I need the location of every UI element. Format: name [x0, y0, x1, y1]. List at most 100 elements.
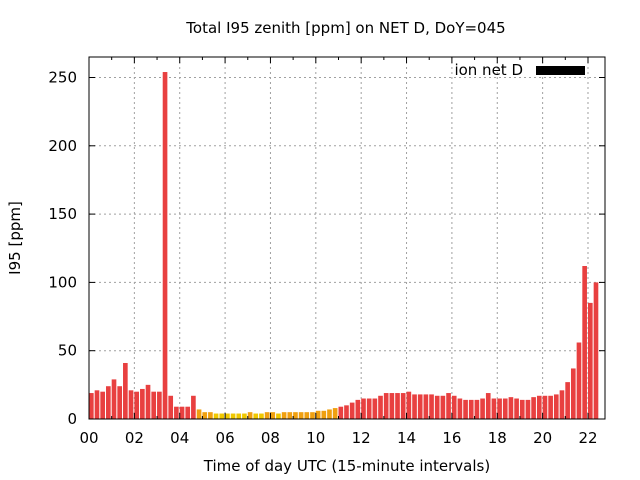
bar: [225, 413, 230, 419]
bar: [531, 397, 536, 419]
bar: [315, 410, 321, 419]
bar: [162, 72, 168, 419]
bar: [378, 395, 383, 419]
bar: [491, 398, 497, 419]
y-tick-label: 0: [67, 410, 77, 428]
x-tick-label: 20: [533, 429, 552, 447]
bar: [593, 282, 599, 419]
bar: [395, 393, 400, 419]
bar: [151, 391, 157, 419]
x-tick-label: 16: [442, 429, 461, 447]
bar: [321, 410, 327, 419]
bar: [565, 382, 570, 419]
bar: [338, 406, 344, 419]
bar: [423, 394, 429, 419]
y-axis-label: I95 [ppm]: [6, 201, 24, 275]
bar: [281, 412, 287, 419]
bar: [310, 412, 315, 419]
grid: [89, 57, 605, 419]
legend-label: ion net D: [454, 61, 523, 79]
bar: [94, 390, 100, 419]
bar: [502, 398, 508, 419]
bar: [304, 412, 310, 419]
bar: [446, 393, 451, 419]
bar: [582, 266, 587, 419]
bar: [361, 398, 366, 419]
x-axis-label: Time of day UTC (15-minute intervals): [203, 457, 490, 475]
bar: [168, 395, 174, 419]
x-tick-label: 02: [125, 429, 144, 447]
bar: [457, 398, 463, 419]
bar: [480, 398, 485, 419]
plot-frame: [88, 56, 606, 420]
bar: [270, 412, 276, 419]
bar: [298, 412, 304, 419]
bar: [587, 302, 593, 419]
bar: [559, 390, 565, 419]
y-tick-label: 50: [58, 342, 77, 360]
bar: [344, 405, 349, 419]
bar: [525, 399, 531, 419]
x-tick-label: 08: [261, 429, 280, 447]
x-tick-label: 10: [306, 429, 325, 447]
bar: [247, 412, 253, 419]
bar: [157, 391, 162, 419]
x-tick-label: 22: [578, 429, 597, 447]
y-tick-labels: 0 50 100 150 200 250: [48, 68, 77, 428]
bar: [355, 399, 361, 419]
bar: [89, 393, 94, 419]
bar: [434, 395, 440, 419]
bar: [542, 395, 548, 419]
bar: [179, 406, 185, 419]
bar: [463, 399, 468, 419]
bar: [372, 398, 378, 419]
legend: ion net D: [454, 61, 585, 79]
bar: [287, 412, 293, 419]
bar: [202, 412, 208, 419]
bar: [191, 395, 196, 419]
bar: [389, 393, 395, 419]
bar: [366, 398, 372, 419]
bar: [576, 342, 582, 419]
bar: [536, 395, 542, 419]
bar: [106, 386, 111, 419]
bar: [553, 394, 559, 419]
x-tick-label: 14: [397, 429, 416, 447]
legend-swatch: [536, 66, 585, 75]
bar: [468, 399, 474, 419]
bar: [497, 398, 502, 419]
bars: [89, 72, 599, 419]
bar: [236, 413, 242, 419]
bar: [406, 391, 412, 419]
bar: [111, 379, 117, 419]
bar: [412, 394, 417, 419]
bar: [174, 406, 179, 419]
bar: [213, 413, 219, 419]
bar: [128, 390, 134, 419]
bar: [259, 413, 264, 419]
axis-ticks: [88, 57, 605, 420]
bar: [253, 413, 259, 419]
bar: [400, 393, 406, 419]
x-tick-label: 04: [170, 429, 189, 447]
x-tick-labels: 00 02 04 06 08 10 12 14 16 18 20 22: [79, 429, 597, 447]
bar: [485, 393, 491, 419]
bar: [145, 384, 151, 419]
bar: [514, 398, 519, 419]
x-tick-label: 06: [216, 429, 235, 447]
bar: [349, 402, 355, 419]
bar: [276, 413, 281, 419]
bar: [185, 406, 191, 419]
bar: [208, 412, 213, 419]
bar: [219, 413, 225, 419]
bar: [230, 413, 236, 419]
bar: [100, 391, 105, 419]
x-tick-label: 00: [79, 429, 98, 447]
bar: [451, 395, 457, 419]
bar: [429, 394, 434, 419]
y-tick-label: 250: [48, 68, 77, 86]
bar: [508, 397, 514, 419]
chart-title: Total I95 zenith [ppm] on NET D, DoY=045: [185, 19, 505, 37]
bar: [134, 391, 140, 419]
